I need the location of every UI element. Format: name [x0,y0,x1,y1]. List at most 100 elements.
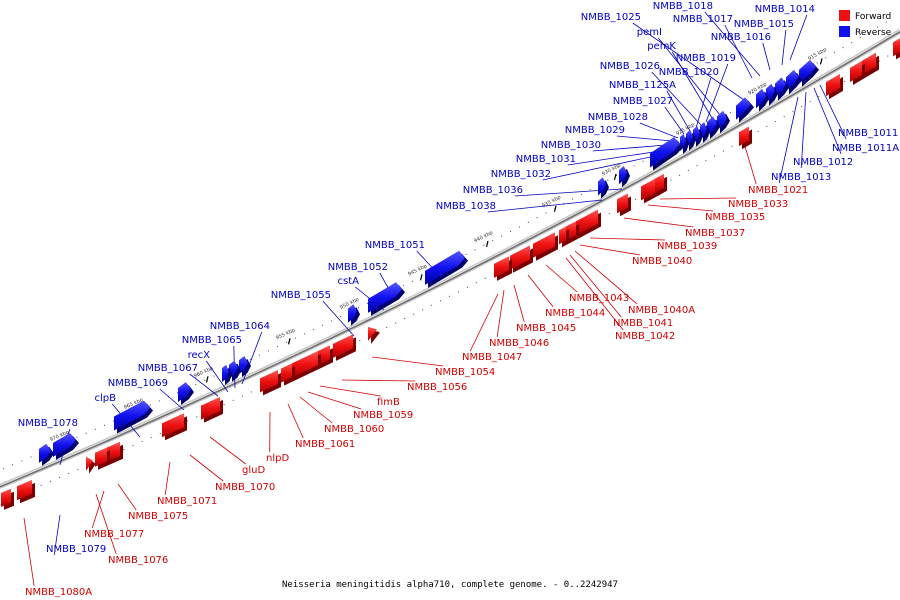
reverse-gene [775,77,789,101]
gene-label-nmbb-1077: NMBB_1077 [84,529,144,540]
gene-label-fimb: fimB [377,397,400,408]
gene-labels: NMBB_1014 NMBB_1015 NMBB_1016 NMBB_1018 NMBB… [18,1,900,598]
forward-gene [576,209,601,239]
gene-body [281,363,292,383]
gene-label-nmbb-1026: NMBB_1026 [600,61,660,72]
gene-label-pemi: pemI [637,27,662,38]
gene-label-nmbb-1051: NMBB_1051 [365,240,425,251]
gene-label-nmbb-1075: NMBB_1075 [128,511,188,522]
leader-nmbb-1039 [589,237,666,241]
gene-label-csta: cstA [338,276,360,287]
kbp-label: 940 kbp [473,230,494,245]
kbp-label: 955 kbp [275,327,296,341]
reverse-gene [178,382,194,405]
forward-gene [862,52,879,78]
gene-body [86,456,93,471]
reverse-gene [222,364,232,385]
gene-side [802,62,819,87]
gene-body [107,441,120,462]
legend: Forward Reverse [839,10,892,38]
gene-label-nmbb-1076: NMBB_1076 [108,555,168,566]
gene-label-nmbb-1019: NMBB_1019 [676,53,736,64]
forward-gene [260,370,281,396]
leader-nmbb-1045 [513,284,525,323]
gene-label-nmbb-1040: NMBB_1040 [632,256,692,267]
gene-label-glud: gluD [242,465,265,476]
leader-nmbb-1077 [91,490,105,529]
leader-nmbb-1043 [545,264,578,293]
forward-gene [510,245,533,273]
leader-nmbb-1042 [565,257,624,331]
leader-nmbb-1019 [705,63,729,123]
gene-body [292,351,318,378]
leader-nmbb-1014 [789,14,808,61]
gene-body [739,126,749,147]
leader-lines [23,11,847,587]
leader-pemk [671,51,713,119]
forward-gene [1,488,14,510]
gene-label-nmbb-1052: NMBB_1052 [328,262,388,273]
gene-label-nmbb-1044: NMBB_1044 [545,308,605,319]
gene-label-nmbb-1054: NMBB_1054 [435,367,495,378]
gene-label-nmbb-1013: NMBB_1013 [771,172,831,183]
gene-label-nmbb-1021: NMBB_1021 [748,185,808,196]
gene-body [799,59,816,84]
gene-label-nmbb-1064: NMBB_1064 [210,321,270,332]
leader-nmbb-1011 [819,84,847,140]
forward-gene [95,447,110,470]
kbp-label: 935 kbp [541,194,562,209]
gene-label-nmbb-1039: NMBB_1039 [657,241,717,252]
gene-label-nmbb-1028: NMBB_1028 [588,112,648,123]
forward-gene [893,38,900,60]
leader-nmbb-1011a [813,87,842,155]
leader-nmbb-1013 [778,96,799,184]
kbp-label: 930 kbp [601,163,622,178]
gene-label-nmbb-1033: NMBB_1033 [728,199,788,210]
reverse-gene [425,250,468,288]
gene-body [201,396,220,420]
gene-label-nmbb-1042: NMBB_1042 [615,331,675,342]
gene-body [617,193,628,214]
gene-label-recx: recX [188,350,211,361]
gene-body [53,433,76,457]
kbp-label: 945 kbp [407,263,428,277]
gene-label-nmbb-1030: NMBB_1030 [541,140,601,151]
reverse-gene [717,110,730,134]
gene-label-nmbb-1035: NMBB_1035 [705,212,765,223]
gene-label-nmbb-1070: NMBB_1070 [215,482,275,493]
leader-nmbb-1061 [287,403,304,439]
gene-body [619,165,627,185]
leader-nmbb-1040a [574,250,638,305]
gene-label-nmbb-1016: NMBB_1016 [711,32,771,43]
genome-caption: Neisseria meningitidis alpha710, complet… [282,580,618,590]
leader-nmbb-1033 [659,197,737,200]
gene-body [850,60,862,82]
gene-body [368,326,377,341]
gene-label-nmbb-1032: NMBB_1032 [491,169,551,180]
reverse-gene [786,69,802,95]
gene-label-nmbb-1078: NMBB_1078 [18,418,78,429]
leader-nmbb-1059 [307,391,362,410]
forward-gene [850,60,865,85]
leader-nmbb-1040 [579,244,641,256]
leader-nmbb-1032 [542,155,656,181]
gene-label-nmbb-1037: NMBB_1037 [685,228,745,239]
gene-label-nmbb-1071: NMBB_1071 [157,496,217,507]
gene-body [114,400,150,431]
gene-label-nmbb-1065: NMBB_1065 [182,335,242,346]
forward-guide [0,48,900,503]
leader-nmbb-1026 [651,71,702,126]
leader-nmbb-1067 [189,373,219,397]
gene-label-nmbb-1056: NMBB_1056 [407,382,467,393]
kbp-tick [613,173,617,181]
forward-gene [162,413,187,441]
leader-nmbb-1030 [592,144,667,152]
leader-nmbb-1070 [189,454,224,482]
gene-body [368,282,402,313]
leader-nmbb-1071 [164,461,171,496]
forward-gene [201,396,223,423]
gene-label-nmbb-1055: NMBB_1055 [271,290,331,301]
leader-nmbb-1044 [527,274,554,308]
leader-glud [209,436,246,465]
gene-body [717,110,727,131]
